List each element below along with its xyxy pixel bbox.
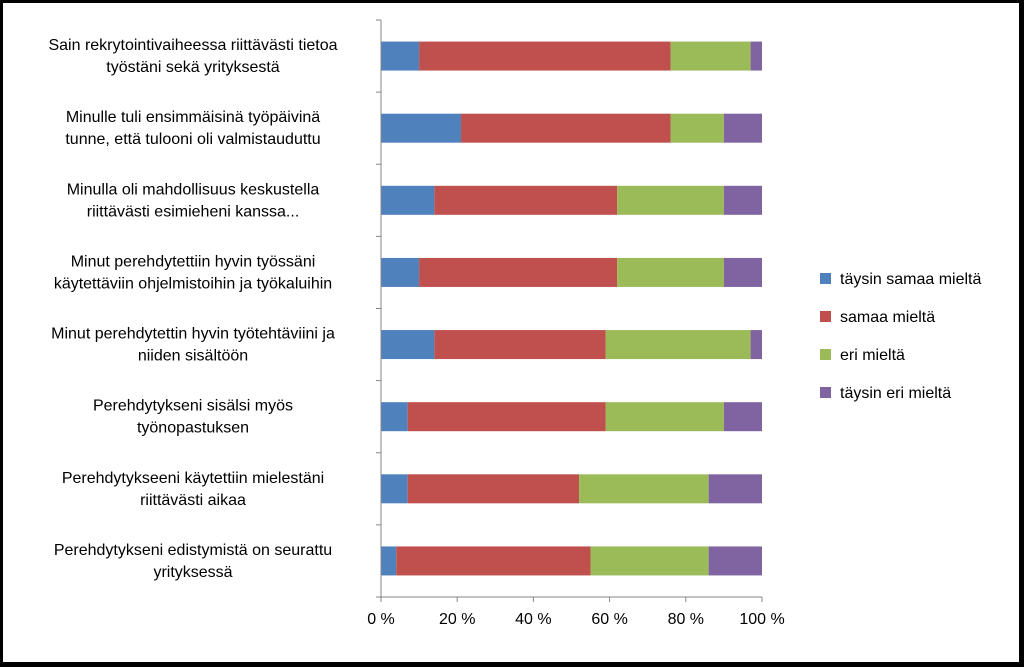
bar-segment xyxy=(590,546,709,576)
x-tick-label: 100 % xyxy=(739,611,784,628)
legend-label: täysin eri mieltä xyxy=(840,385,951,402)
category-label: Minulla oli mahdollisuus keskustella riit… xyxy=(67,181,320,220)
bar-segment xyxy=(381,402,408,432)
stacked-bar-chart: Sain rekrytointivaiheessa riittävästi ti… xyxy=(48,19,981,628)
bar-segment xyxy=(723,185,762,215)
bar-segment xyxy=(407,474,580,504)
bar-segment xyxy=(723,257,762,287)
category-label: Perehdytykseni edistymistä on seurattu yr… xyxy=(54,542,332,581)
category-label: Sain rekrytointivaiheessa riittävästi ti… xyxy=(48,37,337,76)
category-label: Minulle tuli ensimmäisinä työpäivinä tunn… xyxy=(65,109,320,148)
category-labels: Sain rekrytointivaiheessa riittävästi ti… xyxy=(48,37,337,581)
bar-segment xyxy=(723,402,762,432)
axes-layer xyxy=(376,19,763,602)
bar-segment xyxy=(670,41,751,71)
bar-segment xyxy=(434,330,606,360)
bar-segment xyxy=(617,257,724,287)
category-label: Perehdytykseni sisälsi myös työnopastukse… xyxy=(93,398,293,437)
bar-segment xyxy=(407,402,606,432)
legend-swatch xyxy=(820,349,831,360)
category-label: Minut perehdytettiin hyvin työssäni käyte… xyxy=(54,253,332,292)
x-tick-label: 20 % xyxy=(439,611,475,628)
bar-segment xyxy=(605,402,724,432)
x-tick-labels: 0 % 20 % 40 % 60 % 80 % 100 % xyxy=(367,611,784,628)
bar-segment xyxy=(579,474,709,504)
bar-segment xyxy=(381,330,435,360)
bar-segment xyxy=(670,113,724,143)
legend: täysin samaa mieltä samaa mieltä eri mielt… xyxy=(820,271,981,402)
bar-segment xyxy=(708,546,762,576)
bar-segment xyxy=(381,113,462,143)
category-label: Minut perehdytettin hyvin työtehtäviini … xyxy=(51,326,335,365)
bar-segment xyxy=(461,113,671,143)
bar-segment xyxy=(419,257,618,287)
x-tick-label: 40 % xyxy=(515,611,551,628)
bar-segment xyxy=(750,330,762,360)
bar-segment xyxy=(750,41,762,71)
x-tick-label: 60 % xyxy=(591,611,627,628)
bar-segment xyxy=(396,546,591,576)
bar-segment xyxy=(723,113,762,143)
bar-segment xyxy=(419,41,671,71)
bar-segment xyxy=(605,330,751,360)
category-label: Perehdytykseeni käytettiin mielestäni rii… xyxy=(62,470,324,509)
bar-segment xyxy=(708,474,762,504)
legend-swatch xyxy=(820,273,831,284)
bar-segment xyxy=(381,474,408,504)
bars-layer xyxy=(381,41,762,576)
bar-segment xyxy=(381,257,420,287)
bar-segment xyxy=(434,185,618,215)
x-tick-label: 80 % xyxy=(668,611,704,628)
bar-segment xyxy=(617,185,724,215)
legend-label: eri mieltä xyxy=(840,347,905,364)
chart-frame: Sain rekrytointivaiheessa riittävästi ti… xyxy=(3,3,1019,662)
legend-label: täysin samaa mieltä xyxy=(840,271,981,288)
bar-segment xyxy=(381,546,397,576)
legend-swatch xyxy=(820,311,831,322)
bar-segment xyxy=(381,41,420,71)
legend-swatch xyxy=(820,387,831,398)
bar-segment xyxy=(381,185,435,215)
legend-label: samaa mieltä xyxy=(840,309,935,326)
x-tick-label: 0 % xyxy=(367,611,395,628)
